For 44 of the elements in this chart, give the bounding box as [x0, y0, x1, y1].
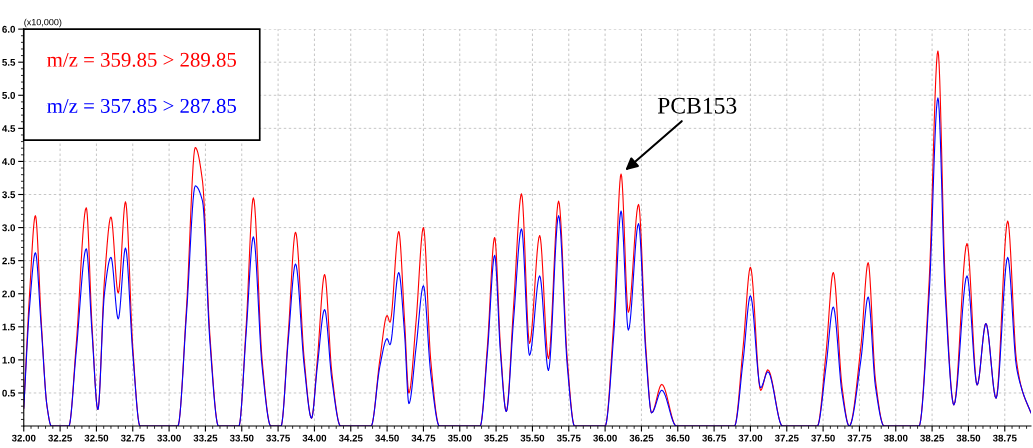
- y-tick-label: 6.0: [2, 25, 16, 33]
- x-tick-label: 34.50: [375, 434, 399, 442]
- y-tick-label: 3.0: [2, 224, 16, 232]
- x-tick-label: 36.50: [665, 434, 690, 442]
- y-tick-label: 2.0: [2, 290, 16, 298]
- legend-label: m/z = 359.85 > 289.85: [47, 52, 237, 67]
- x-tick-label: 34.75: [411, 434, 436, 442]
- x-tick-label: 35.00: [447, 434, 472, 442]
- x-tick-label: 32.25: [48, 434, 72, 442]
- x-tick-label: 38.00: [883, 434, 908, 442]
- y-tick-label: 4.0: [2, 158, 16, 166]
- x-tick-label: 37.00: [738, 434, 763, 442]
- y-tick-label: 0.5: [2, 389, 16, 397]
- x-tick-label: 36.25: [629, 434, 654, 442]
- x-tick-label: 36.75: [702, 434, 726, 442]
- x-tick-label: 35.25: [484, 434, 508, 442]
- text: (x10,000): [24, 18, 62, 28]
- y-tick-label: 3.5: [2, 191, 16, 199]
- y-tick-label: 5.5: [2, 59, 16, 66]
- x-tick-label: 36.00: [593, 434, 617, 442]
- x-tick-label: 32.75: [120, 434, 145, 442]
- annotation: PCB153: [657, 97, 737, 114]
- x-tick-label: 37.25: [774, 434, 799, 442]
- x-tick-label: 37.75: [847, 434, 872, 442]
- y-tick-label: 1.5: [2, 323, 16, 331]
- x-tick-label: 33.50: [229, 434, 254, 442]
- x-tick-label: 38.50: [956, 434, 981, 442]
- y-tick-label: 1.0: [2, 356, 16, 364]
- legend-label: m/z = 357.85 > 287.85: [47, 98, 237, 114]
- x-tick-label: 33.75: [266, 434, 290, 442]
- x-tick-label: 33.25: [193, 434, 218, 442]
- x-tick-label: 33.00: [157, 434, 181, 442]
- y-tick-label: 2.5: [2, 257, 16, 265]
- x-tick-label: 34.00: [302, 434, 327, 442]
- x-tick-label: 37.50: [811, 434, 835, 442]
- x-tick-label: 34.25: [338, 434, 363, 442]
- x-tick-label: 35.50: [520, 434, 545, 442]
- y-tick-label: 5.0: [2, 92, 16, 99]
- x-tick-label: 38.25: [920, 434, 944, 442]
- y-tick-label: 4.5: [2, 125, 16, 132]
- x-tick-label: 32.50: [84, 434, 109, 442]
- x-tick-label: 35.75: [556, 434, 581, 442]
- x-tick-label: 32.00: [11, 434, 36, 442]
- x-tick-label: 38.75: [992, 434, 1017, 442]
